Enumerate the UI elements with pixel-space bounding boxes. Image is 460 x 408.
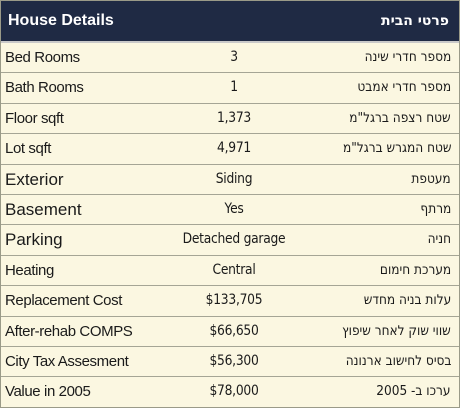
row-value: $78,000	[209, 383, 259, 400]
row-value: Siding	[215, 170, 253, 187]
row-value: $133,705	[205, 292, 263, 309]
header-title-hebrew: פרטי הבית	[381, 13, 449, 29]
row-label: Parking	[5, 230, 63, 250]
row-value: Central	[212, 261, 256, 278]
row-label: Replacement Cost	[5, 292, 122, 310]
table-row: Replacement Cost $133,705 עלות בניה מחדש	[1, 286, 459, 317]
table-row: Value in 2005 $78,000 ערכו ב- 2005	[1, 377, 459, 407]
table-row: Exterior Siding מעטפת	[1, 165, 459, 195]
table-row: Parking Detached garage חניה	[1, 225, 459, 256]
row-value: $66,650	[209, 322, 259, 339]
table-row: Lot sqft 4,971 שטח המגרש ברגל"מ	[1, 134, 459, 165]
row-value: Yes	[224, 200, 244, 217]
row-value: $56,300	[209, 352, 259, 369]
table-header: House Details פרטי הבית	[1, 1, 459, 43]
row-hebrew-label: מערכת חימום	[379, 261, 451, 278]
row-hebrew-label: עלות בניה מחדש	[363, 292, 451, 309]
row-hebrew-label: שווי שוק לאחר שיפוץ	[342, 322, 451, 339]
table-row: Bed Rooms 3 מספר חדרי שינה	[1, 43, 459, 74]
row-label: City Tax Assesment	[5, 352, 129, 370]
row-label: Bed Rooms	[5, 49, 80, 66]
row-label: Heating	[5, 261, 54, 279]
row-value: 1	[230, 79, 238, 96]
row-hebrew-label: חניה	[427, 231, 451, 248]
table-row: Bath Rooms 1 מספר חדרי אמבט	[1, 73, 459, 104]
row-hebrew-label: שטח המגרש ברגל"מ	[342, 140, 451, 157]
row-label: Value in 2005	[5, 383, 91, 401]
row-hebrew-label: מספר חדרי אמבט	[357, 79, 451, 96]
row-value: 1,373	[217, 109, 251, 126]
table-row: City Tax Assesment $56,300 בסיס לחישוב א…	[1, 347, 459, 378]
row-label: Bath Rooms	[5, 79, 84, 97]
row-value: Detached garage	[182, 231, 286, 248]
row-hebrew-label: מספר חדרי שינה	[364, 49, 451, 65]
table-row: Heating Central מערכת חימום	[1, 256, 459, 287]
table-body: Bed Rooms 3 מספר חדרי שינה Bath Rooms 1 …	[1, 43, 459, 408]
row-label: After-rehab COMPS	[5, 322, 133, 340]
row-value: 3	[230, 49, 238, 65]
table-row: Floor sqft 1,373 שטח רצפה ברגל"מ	[1, 104, 459, 135]
header-title-english: House Details	[8, 12, 114, 29]
row-hebrew-label: שטח רצפה ברגל"מ	[349, 109, 451, 126]
row-label: Floor sqft	[5, 109, 64, 127]
row-label: Basement	[5, 199, 82, 219]
row-hebrew-label: בסיס לחישוב ארנונה	[345, 352, 451, 369]
table-row: Basement Yes מרתף	[1, 195, 459, 226]
table-row: After-rehab COMPS $66,650 שווי שוק לאחר …	[1, 317, 459, 347]
row-hebrew-label: מעטפת	[411, 170, 451, 187]
row-label: Lot sqft	[5, 140, 51, 158]
row-label: Exterior	[5, 169, 64, 189]
row-value: 4,971	[217, 140, 251, 157]
row-hebrew-label: ערכו ב- 2005	[376, 383, 451, 400]
row-hebrew-label: מרתף	[420, 200, 451, 217]
